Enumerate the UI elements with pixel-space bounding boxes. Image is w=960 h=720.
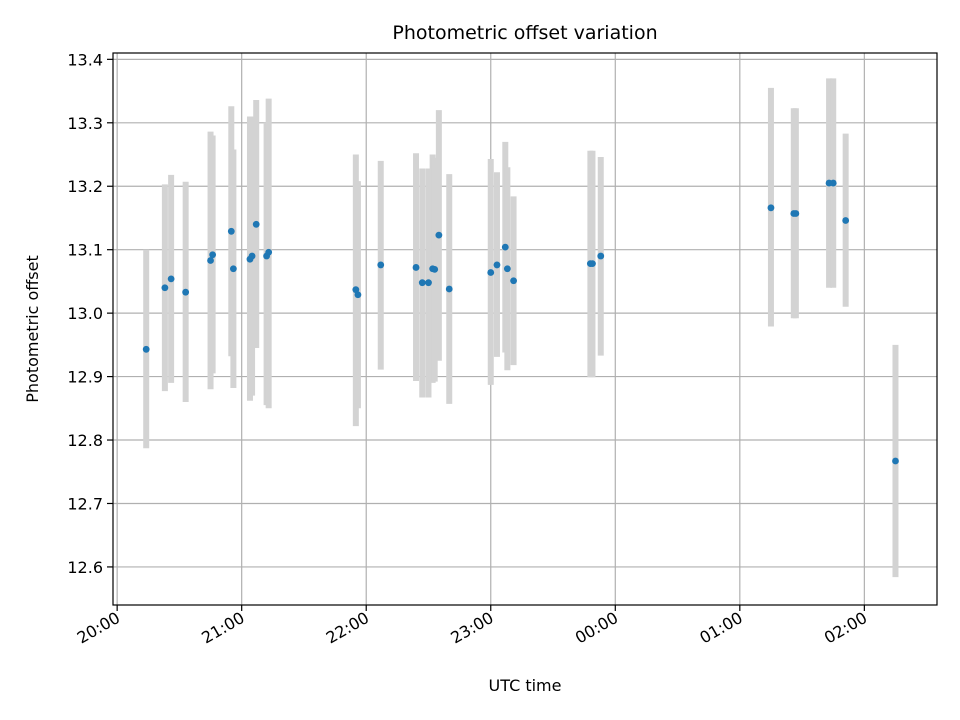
data-point [412, 264, 420, 271]
y-tick-label: 13.4 [67, 50, 103, 69]
y-tick-label: 12.7 [67, 494, 103, 513]
data-point [892, 457, 899, 465]
data-point [354, 291, 362, 299]
x-axis: 20:00 21:00 22:00 23:00 00:00 01:00 02:00 [74, 605, 870, 648]
data-point [503, 265, 511, 273]
y-tick-label: 13.1 [67, 241, 103, 260]
data-points [142, 179, 899, 465]
y-tick-label: 12.6 [67, 558, 103, 577]
data-point [431, 265, 439, 273]
data-point [377, 261, 385, 269]
data-point [425, 279, 432, 287]
data-point [227, 227, 235, 235]
data-point [435, 231, 443, 239]
data-point [792, 210, 800, 217]
y-tick-label: 12.8 [67, 431, 103, 450]
data-point [445, 285, 453, 293]
data-point [142, 345, 150, 353]
y-axis: 12.6 12.7 12.8 12.9 13.0 13.1 13.2 13.3 13.4 [67, 50, 113, 577]
data-point [589, 260, 596, 268]
grid [113, 53, 937, 605]
y-tick-label: 12.9 [67, 368, 103, 387]
data-point [842, 217, 850, 224]
data-point [829, 179, 837, 187]
error-bars [143, 78, 899, 578]
data-point [252, 220, 260, 228]
data-point [182, 288, 190, 296]
data-point [161, 284, 169, 292]
data-point [493, 261, 501, 269]
data-point [229, 265, 237, 273]
y-axis-label: Photometric offset [23, 255, 42, 403]
data-point [418, 279, 426, 287]
x-tick-label: 21:00 [198, 608, 247, 648]
data-point [487, 269, 495, 276]
x-tick-label: 22:00 [323, 608, 372, 648]
data-point [167, 275, 175, 283]
x-axis-label: UTC time [489, 676, 562, 695]
plot-frame [112, 52, 938, 606]
data-point [767, 204, 775, 212]
data-point [265, 248, 273, 256]
x-tick-label: 02:00 [821, 608, 870, 648]
data-point [510, 277, 517, 285]
x-tick-label: 23:00 [447, 608, 496, 648]
y-tick-label: 13.3 [67, 114, 103, 133]
data-point [501, 243, 509, 251]
x-tick-label: 01:00 [696, 608, 745, 648]
y-tick-label: 13.0 [67, 304, 103, 323]
chart-title: Photometric offset variation [392, 22, 657, 44]
data-point [248, 252, 256, 260]
x-tick-label: 00:00 [572, 608, 621, 648]
y-tick-label: 13.2 [67, 177, 103, 196]
data-point [207, 257, 214, 264]
data-point [597, 252, 605, 260]
data-point [209, 251, 217, 259]
x-tick-label: 20:00 [74, 608, 123, 648]
